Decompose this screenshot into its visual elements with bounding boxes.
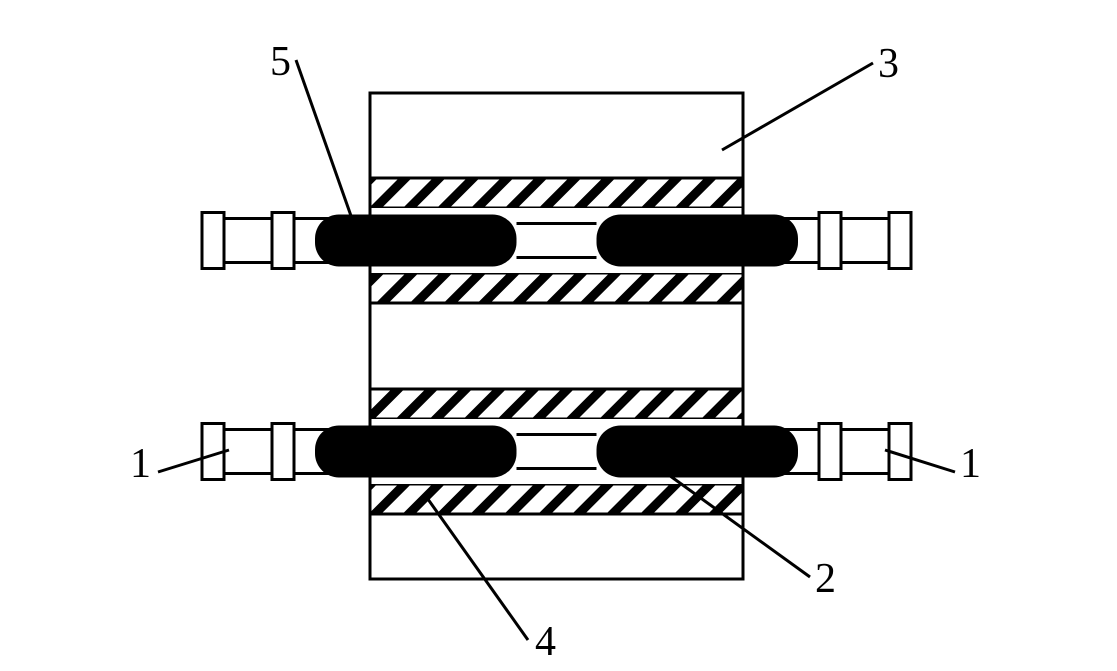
leader-line: [722, 63, 873, 150]
connector-collar: [819, 213, 841, 269]
connector-collar: [272, 213, 294, 269]
label-2: 2: [815, 555, 836, 603]
hatch-band: [370, 178, 743, 208]
block-top: [370, 93, 743, 178]
plug: [315, 215, 517, 267]
label-4: 4: [535, 618, 556, 666]
connector-collar: [819, 424, 841, 480]
plug: [597, 426, 799, 478]
connector-collar: [272, 424, 294, 480]
plug: [597, 215, 799, 267]
block-bottom: [370, 514, 743, 579]
plug: [315, 426, 517, 478]
leader-line: [296, 60, 356, 230]
connector-endcap: [889, 213, 911, 269]
block-middle: [370, 303, 743, 389]
label-1-right: 1: [960, 440, 981, 488]
label-5: 5: [270, 38, 291, 86]
label-3: 3: [878, 40, 899, 88]
hatch-band: [370, 389, 743, 419]
label-1-left: 1: [130, 440, 151, 488]
hatch-band: [370, 273, 743, 303]
connector-endcap: [202, 213, 224, 269]
